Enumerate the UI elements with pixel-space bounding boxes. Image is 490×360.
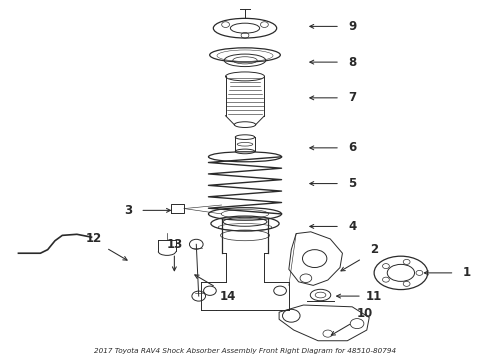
Text: 9: 9	[348, 20, 356, 33]
Text: 2: 2	[370, 243, 378, 256]
Text: 7: 7	[348, 91, 356, 104]
Text: 13: 13	[166, 238, 182, 251]
Text: 12: 12	[86, 233, 102, 246]
Text: 2017 Toyota RAV4 Shock Absorber Assembly Front Right Diagram for 48510-80794: 2017 Toyota RAV4 Shock Absorber Assembly…	[94, 348, 396, 354]
Text: 11: 11	[366, 289, 382, 303]
Text: 5: 5	[348, 177, 356, 190]
Text: 3: 3	[124, 204, 132, 217]
Text: 8: 8	[348, 55, 356, 69]
Text: 10: 10	[356, 307, 372, 320]
Text: 14: 14	[220, 289, 236, 303]
Text: 6: 6	[348, 141, 356, 154]
Text: 1: 1	[463, 266, 471, 279]
Text: 4: 4	[348, 220, 356, 233]
